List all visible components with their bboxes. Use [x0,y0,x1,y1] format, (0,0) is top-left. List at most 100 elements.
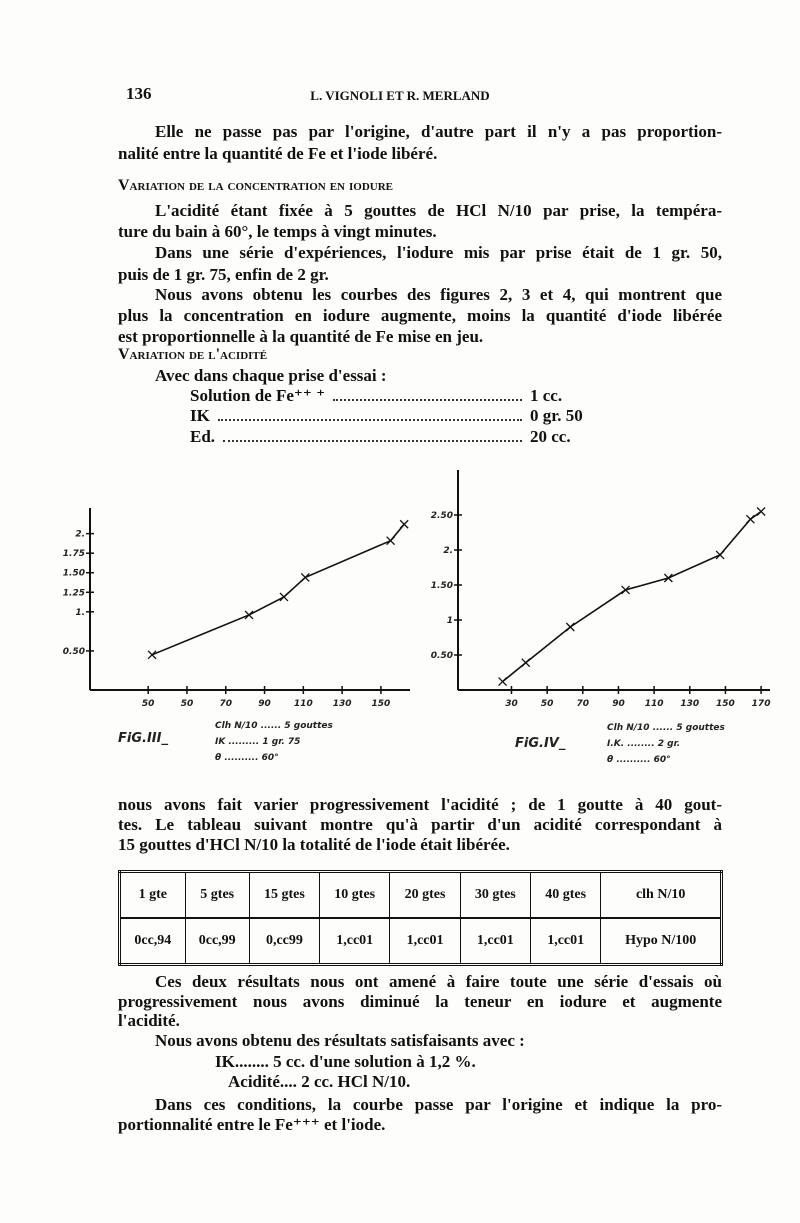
text-line: portionnalité entre le Fe⁺⁺⁺ et l'iode. [118,1115,386,1134]
table-cell: 1,cc01 [459,918,531,965]
point-cross [244,610,254,620]
page-number: 136 [126,84,152,103]
list-row: Ed. 20 cc. [190,427,620,447]
table-cell: 1,cc01 [529,918,601,965]
text-line: l'acidité. [118,1011,180,1030]
table-cell: 1 gte [119,871,186,919]
table-cell: 20 gtes [389,871,461,919]
table-cell: 40 gtes [529,871,601,919]
text-line: nous avons fait varier progressivement l… [118,795,722,814]
point-cross [663,573,673,583]
value: 0 gr. 50 [530,406,583,425]
text-line: ture du bain à 60°, le temps à vingt min… [118,222,437,241]
y-tick-label: 0.50 [63,647,85,657]
point-cross [300,572,310,582]
point-cross [521,658,531,668]
table-cell: 0cc,94 [119,918,186,965]
value: 1 cc. [530,386,563,405]
text-line: Nous avons obtenu les courbes des figure… [155,285,722,304]
label: Acidité.... [228,1072,297,1091]
y-tick-label: 1.50 [431,581,453,591]
curve [151,523,405,656]
table-cell: 1,cc01 [389,918,461,965]
figure-note: IK ......... 1 gr. 75 [215,737,300,747]
table-row: 1 gte 5 gtes 15 gtes 10 gtes 20 gtes 30 gtes 4… [119,871,722,919]
x-tick-label: 150 [372,699,391,709]
figure-caption: FiG.IV_ [515,736,566,751]
x-tick-label: 170 [752,699,771,709]
y-tick-label: 0.50 [431,651,453,661]
text-line: Dans ces conditions, la courbe passe par… [155,1095,722,1114]
y-tick-label: 2.50 [431,511,453,521]
table: 1 gte 5 gtes 15 gtes 10 gtes 20 gtes 30 gtes 4… [118,870,723,966]
point-cross [715,550,725,560]
x-tick-label: 30 [505,699,518,709]
point-cross [279,592,289,602]
point-cross [386,536,396,546]
y-tick-label: 1.75 [63,549,85,559]
figure-caption: FiG.III_ [118,731,168,746]
point-cross [756,507,766,516]
figure-note: θ .......... 60° [607,755,671,765]
label: Solution de Fe⁺⁺ ⁺ [190,386,326,405]
text-line: progressivement nous avons diminué la te… [118,992,722,1011]
x-tick-label: 70 [219,699,232,709]
table-cell: 0cc,99 [184,918,250,965]
text-line: plus la concentration en iodure augmente… [118,306,722,325]
figure-note: Clh N/10 ...... 5 gouttes [607,723,725,733]
label: IK........ [215,1052,269,1071]
text-line: Elle ne passe pas par l'origine, d'autre… [155,122,722,141]
text-line: est proportionnelle à la quantité de Fe … [118,327,484,346]
table-cell: 1,cc01 [319,918,390,965]
text-line: IK........ 5 cc. d'une solution à 1,2 %. [215,1052,800,1072]
y-tick-label: 1 [447,616,453,626]
x-tick-label: 110 [645,699,664,709]
table-cell: clh N/10 [600,871,722,919]
text-line: puis de 1 gr. 75, enfin de 2 gr. [118,265,329,284]
point-cross [399,519,409,529]
point-cross [745,514,755,524]
text-line: L'acidité étant fixée à 5 gouttes de HCl… [155,201,722,220]
text-line: Dans une série d'expériences, l'iodure m… [155,243,722,262]
x-tick-label: 70 [577,699,590,709]
section-heading: Variation de l'acidité [118,346,268,363]
running-head: L. VIGNOLI ET R. MERLAND [310,88,490,103]
table-row: 0cc,94 0cc,99 0,cc99 1,cc01 1,cc01 1,cc01 1,cc… [119,918,722,965]
text-line: tes. Le tableau suivant montre qu'à part… [118,815,722,834]
x-tick-label: 130 [680,699,699,709]
table-cell: 15 gtes [248,871,320,919]
table-cell: 10 gtes [319,871,390,919]
table-cell: 30 gtes [459,871,531,919]
table-cell: 0,cc99 [248,918,320,965]
text-line: 15 gouttes d'HCl N/10 la totalité de l'i… [118,835,510,854]
figure-note: θ .......... 60° [215,753,279,763]
figures: 0.501.1.251.501.752.50 50 70 90 110 130 150FiG… [63,470,771,765]
y-tick-label: 1.25 [63,588,85,598]
label: IK [190,406,210,425]
list-row: Solution de Fe⁺⁺ ⁺ 1 cc. [190,386,620,406]
x-tick-label: 50 [541,699,554,709]
x-tick-label: 50 [181,699,194,709]
point-cross [498,677,508,687]
text-line: Ces deux résultats nous ont amené à fair… [155,972,722,991]
x-tick-label: 130 [333,699,352,709]
value: 20 cc. [530,427,571,446]
x-tick-label: 90 [612,699,625,709]
value: 2 cc. HCl N/10. [301,1072,411,1091]
table-cell: 5 gtes [184,871,250,919]
list-row: IK 0 gr. 50 [190,406,620,426]
point-cross [621,585,631,595]
y-tick-label: 1. [75,608,85,618]
point-cross [147,650,157,660]
y-tick-label: 2. [443,546,453,556]
section-heading: Variation de la concentration en iodure [118,177,394,194]
y-tick-label: 2. [75,530,85,540]
text-line: Avec dans chaque prise d'essai : [155,366,387,385]
table-cell: Hypo N/100 [600,918,722,965]
text-line: Nous avons obtenu des résultats satisfai… [155,1031,525,1050]
x-tick-label: 150 [716,699,735,709]
x-tick-label: 50 [142,699,155,709]
x-tick-label: 110 [294,699,313,709]
text-line: Acidité.... 2 cc. HCl N/10. [228,1072,800,1092]
